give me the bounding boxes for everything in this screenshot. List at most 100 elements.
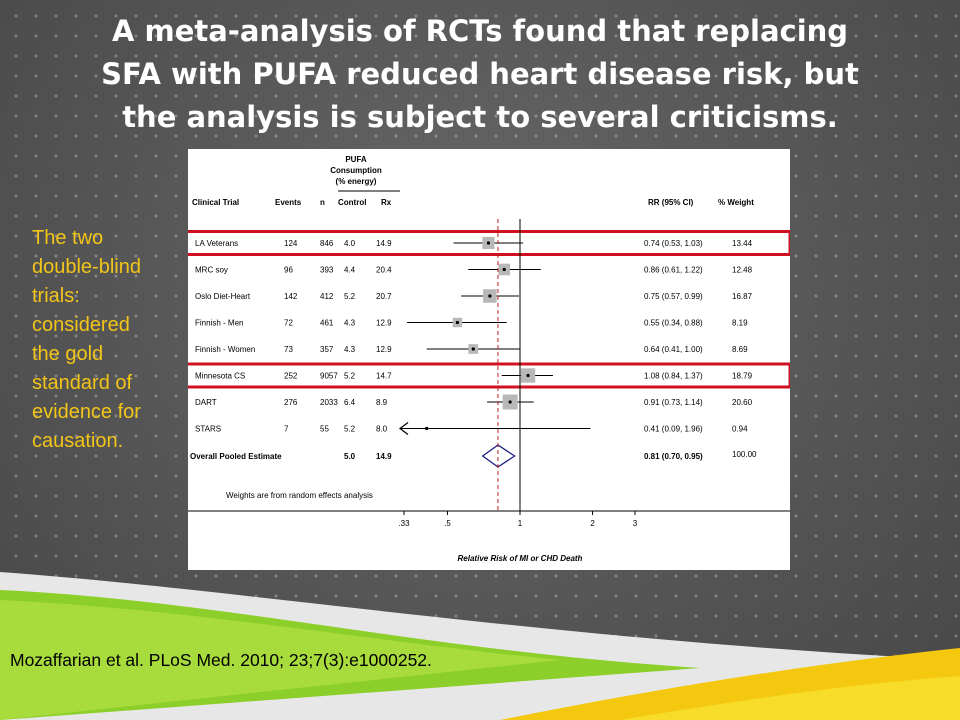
ci-arrow-icon xyxy=(399,422,409,435)
rx-value: 8.9 xyxy=(376,398,388,407)
pooled-control-value: 5.0 xyxy=(344,452,356,461)
rx-value: 12.9 xyxy=(376,319,392,328)
header-rr: RR (95% CI) xyxy=(648,198,694,207)
pooled-diamond xyxy=(481,444,516,468)
rr-ci-text: 0.74 (0.53, 1.03) xyxy=(644,239,703,248)
pooled-weight-value: 100.00 xyxy=(732,450,757,459)
weight-value: 16.87 xyxy=(732,292,753,301)
rr-ci-text: 0.41 (0.09, 1.96) xyxy=(644,425,703,434)
point-estimate-dot xyxy=(486,241,491,245)
highlight-box xyxy=(188,362,790,389)
control-value: 5.2 xyxy=(344,425,356,434)
side-note: The two double-blind trials: considered … xyxy=(32,224,172,456)
events-value: 124 xyxy=(284,239,298,248)
n-value: 461 xyxy=(320,319,334,328)
forest-plot-svg: PUFA Consumption (% energy) Clinical Tri… xyxy=(188,155,790,563)
header-weight: % Weight xyxy=(718,198,754,207)
header-pufa-line-2: Consumption xyxy=(330,166,382,175)
side-note-line: considered xyxy=(32,314,130,336)
rx-value: 12.9 xyxy=(376,345,392,354)
events-value: 252 xyxy=(284,372,298,381)
citation-text: Mozaffarian et al. PLoS Med. 2010; 23;7(… xyxy=(10,650,432,670)
x-tick-label: 3 xyxy=(633,519,638,528)
slide-title: A meta-analysis of RCTs found that repla… xyxy=(60,10,900,139)
x-tick-label: 1 xyxy=(518,519,523,528)
trial-name-label: Finnish - Men xyxy=(195,319,243,328)
side-note-line: causation. xyxy=(32,430,124,452)
side-note-line: double-blind xyxy=(32,256,141,278)
trial-name-label: DART xyxy=(195,398,217,407)
rx-value: 14.9 xyxy=(376,239,392,248)
control-value: 4.0 xyxy=(344,239,356,248)
events-value: 96 xyxy=(284,266,293,275)
header-pufa-line-3: (% energy) xyxy=(336,177,377,186)
point-estimate-dot xyxy=(488,294,492,298)
n-value: 357 xyxy=(320,345,334,354)
side-note-line: The two xyxy=(32,227,104,249)
control-value: 4.3 xyxy=(344,319,356,328)
rr-ci-text: 0.64 (0.41, 1.00) xyxy=(644,345,703,354)
slide-title-line-1: A meta-analysis of RCTs found that repla… xyxy=(111,14,849,48)
pooled-rr-ci-text: 0.81 (0.70, 0.95) xyxy=(644,452,703,461)
rr-ci-text: 0.55 (0.34, 0.88) xyxy=(644,319,703,328)
control-value: 4.3 xyxy=(344,345,356,354)
header-rx: Rx xyxy=(381,198,392,207)
weight-value: 18.79 xyxy=(732,372,753,381)
forest-axis: .33 .5 1 2 3 xyxy=(188,219,790,528)
rx-value: 14.7 xyxy=(376,372,392,381)
point-estimate-dot xyxy=(502,267,506,272)
side-note-line: the gold xyxy=(32,343,104,365)
control-value: 6.4 xyxy=(344,398,356,407)
control-value: 5.2 xyxy=(344,292,356,301)
trial-name-label: Minnesota CS xyxy=(195,372,245,381)
forest-rows: LA Veterans 124 846 4.0 14.9 0.74 (0.53, 1.03… xyxy=(188,230,790,468)
table-header: PUFA Consumption (% energy) Clinical Tri… xyxy=(192,155,754,207)
header-events: Events xyxy=(275,198,302,207)
weight-value: 0.94 xyxy=(732,425,748,434)
weight-value: 12.48 xyxy=(732,266,753,275)
slide-title-line-3: the analysis is subject to several criti… xyxy=(122,100,838,134)
weight-value: 20.60 xyxy=(732,398,753,407)
events-value: 142 xyxy=(284,292,298,301)
rr-ci-text: 0.75 (0.57, 0.99) xyxy=(644,292,703,301)
x-tick-label: .5 xyxy=(444,519,451,528)
header-clinical-trial: Clinical Trial xyxy=(192,198,239,207)
rr-ci-text: 1.08 (0.84, 1.37) xyxy=(644,372,703,381)
pooled-rx-value: 14.9 xyxy=(376,452,392,461)
header-control: Control xyxy=(338,198,366,207)
trial-name-label: LA Veterans xyxy=(195,239,238,248)
rr-ci-text: 0.91 (0.73, 1.14) xyxy=(644,398,703,407)
header-n: n xyxy=(320,198,325,207)
point-estimate-dot xyxy=(526,373,530,378)
point-estimate-dot xyxy=(471,347,475,351)
control-value: 4.4 xyxy=(344,266,356,275)
events-value: 7 xyxy=(284,425,289,434)
n-value: 9057 xyxy=(320,372,338,381)
weight-value: 8.19 xyxy=(732,319,748,328)
weight-value: 13.44 xyxy=(732,239,753,248)
side-note-line: standard of xyxy=(32,372,133,394)
header-pufa-line-1: PUFA xyxy=(345,155,367,164)
pooled-label: Overall Pooled Estimate xyxy=(190,452,282,461)
trial-name-label: Oslo Diet-Heart xyxy=(195,292,251,301)
point-estimate-dot xyxy=(508,400,512,404)
forest-plot-panel: PUFA Consumption (% energy) Clinical Tri… xyxy=(188,149,790,570)
rx-value: 20.4 xyxy=(376,266,392,275)
n-value: 846 xyxy=(320,239,334,248)
rx-value: 20.7 xyxy=(376,292,392,301)
rr-ci-text: 0.86 (0.61, 1.22) xyxy=(644,266,703,275)
x-tick-label: .33 xyxy=(398,519,410,528)
weight-value: 8.69 xyxy=(732,345,748,354)
control-value: 5.2 xyxy=(344,372,356,381)
events-value: 73 xyxy=(284,345,293,354)
n-value: 393 xyxy=(320,266,334,275)
rx-value: 8.0 xyxy=(376,425,388,434)
point-estimate-dot xyxy=(425,426,429,431)
x-axis-label: Relative Risk of MI or CHD Death xyxy=(458,554,583,563)
events-value: 72 xyxy=(284,319,293,328)
footnote-text: Weights are from random effects analysis xyxy=(226,491,373,500)
trial-name-label: MRC soy xyxy=(195,266,228,275)
slide-title-line-2: SFA with PUFA reduced heart disease risk… xyxy=(101,57,859,91)
highlight-box xyxy=(188,230,790,256)
